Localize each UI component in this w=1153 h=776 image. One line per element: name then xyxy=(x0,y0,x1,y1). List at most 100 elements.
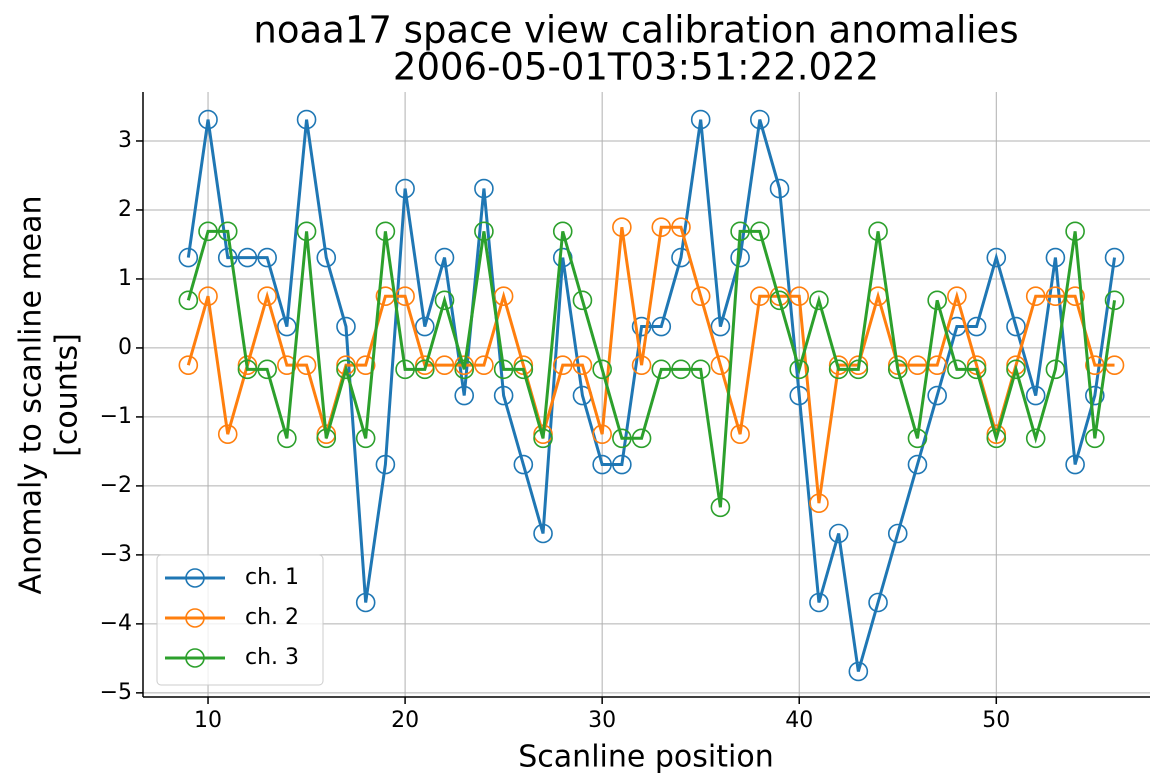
legend-label: ch. 2 xyxy=(245,605,299,630)
data-point xyxy=(217,247,238,268)
data-point xyxy=(198,286,218,306)
data-point xyxy=(1065,454,1085,475)
data-point xyxy=(1025,286,1046,306)
data-point xyxy=(257,359,277,380)
data-point xyxy=(809,592,829,613)
y-axis-label: Anomaly to scanline mean xyxy=(14,195,49,594)
data-point xyxy=(375,454,396,475)
legend-label: ch. 3 xyxy=(245,645,299,670)
data-point xyxy=(552,221,573,242)
data-point xyxy=(395,178,415,199)
y-tick-label: −1 xyxy=(100,404,132,429)
chart-title: noaa17 space view calibration anomalies xyxy=(253,9,1018,52)
data-point xyxy=(375,221,396,242)
data-point xyxy=(474,221,494,242)
data-point xyxy=(1025,428,1046,449)
data-point xyxy=(257,286,277,306)
data-point xyxy=(355,592,376,613)
data-point xyxy=(277,316,297,337)
data-point xyxy=(690,359,711,380)
data-point xyxy=(986,247,1007,268)
y-tick-label: 0 xyxy=(118,335,132,360)
data-point xyxy=(434,355,455,375)
data-point xyxy=(355,428,376,449)
data-point xyxy=(612,217,632,238)
data-point xyxy=(434,290,455,311)
data-point xyxy=(277,355,297,375)
data-point xyxy=(493,359,514,380)
data-point xyxy=(552,355,573,375)
series-line xyxy=(186,229,1117,508)
legend-marker xyxy=(185,648,205,668)
data-point xyxy=(296,221,317,242)
data-point xyxy=(178,355,199,375)
data-point xyxy=(1045,247,1066,268)
data-point xyxy=(533,523,553,544)
data-point xyxy=(1045,359,1066,380)
data-point xyxy=(1006,316,1026,337)
data-point xyxy=(966,316,987,337)
legend-box xyxy=(156,554,324,686)
data-point xyxy=(651,359,672,380)
data-point xyxy=(631,316,652,337)
data-point xyxy=(671,217,691,238)
data-point xyxy=(631,355,652,375)
y-tick-label: −2 xyxy=(100,473,132,498)
data-point xyxy=(1085,385,1105,406)
x-axis-label: Scanline position xyxy=(518,740,773,775)
data-point xyxy=(355,355,376,375)
data-point xyxy=(415,355,435,375)
data-point xyxy=(513,454,534,475)
data-point xyxy=(730,221,750,242)
data-point xyxy=(907,428,928,449)
data-point xyxy=(454,359,475,380)
data-point xyxy=(178,290,199,311)
data-point xyxy=(947,359,967,380)
data-point xyxy=(1104,290,1125,311)
legend-marker xyxy=(185,568,205,588)
data-point xyxy=(651,316,672,337)
data-point xyxy=(296,355,317,375)
data-point xyxy=(710,497,731,518)
y-tick-label: 2 xyxy=(118,197,132,222)
data-point xyxy=(671,359,691,380)
data-point xyxy=(572,355,593,375)
y-tick-label: 3 xyxy=(118,128,132,153)
data-point xyxy=(493,385,514,406)
chart-subtitle: 2006-05-01T03:51:22.022 xyxy=(393,46,879,89)
data-point xyxy=(612,428,632,449)
data-point xyxy=(809,290,829,311)
data-point xyxy=(474,355,494,375)
data-point xyxy=(572,290,593,311)
data-point xyxy=(927,385,947,406)
data-point xyxy=(868,592,888,613)
data-point xyxy=(809,493,829,513)
data-point xyxy=(750,286,770,306)
data-point xyxy=(237,247,258,268)
data-point xyxy=(434,247,455,268)
data-point xyxy=(887,359,908,380)
x-tick-label: 50 xyxy=(982,708,1010,733)
data-point xyxy=(710,316,731,337)
data-point xyxy=(1065,221,1085,242)
data-point xyxy=(828,523,849,544)
data-point xyxy=(454,385,475,406)
data-point xyxy=(848,355,869,375)
data-point xyxy=(612,454,632,475)
x-tick-label: 30 xyxy=(588,708,616,733)
data-point xyxy=(769,290,790,311)
data-point xyxy=(217,424,238,444)
data-point xyxy=(592,454,612,475)
y-tick-label: −3 xyxy=(100,542,132,567)
data-point xyxy=(454,355,475,375)
data-point xyxy=(789,286,810,306)
data-point xyxy=(1006,359,1026,380)
data-point xyxy=(1085,428,1105,449)
series-line xyxy=(186,225,1115,504)
data-point xyxy=(533,428,553,449)
x-tick-label: 20 xyxy=(391,708,419,733)
data-point xyxy=(592,359,612,380)
data-point xyxy=(336,359,356,380)
data-point xyxy=(415,359,435,380)
